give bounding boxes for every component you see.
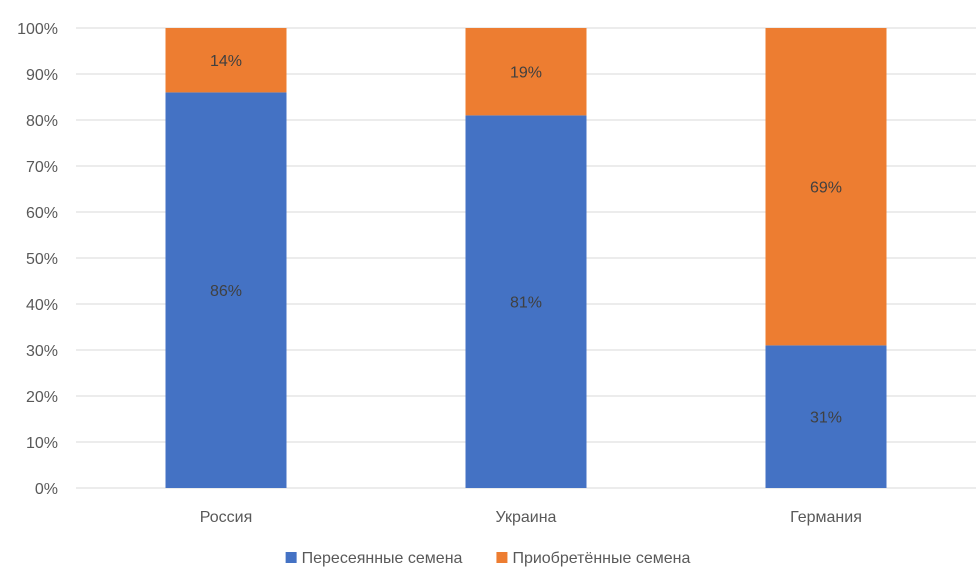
y-tick-label: 50% xyxy=(26,251,58,268)
bar-segment xyxy=(465,115,587,489)
bar-segment xyxy=(465,28,587,116)
legend-swatch xyxy=(285,552,297,563)
bar-segment xyxy=(165,92,287,489)
bar-segment xyxy=(765,345,887,488)
bar-segment xyxy=(165,28,287,93)
y-tick-label: 70% xyxy=(26,159,58,176)
y-tick-label: 60% xyxy=(26,205,58,222)
legend-swatch xyxy=(496,552,508,563)
legend-item: Пересеянные семена xyxy=(285,550,463,567)
y-tick-label: 10% xyxy=(26,435,58,452)
bars xyxy=(165,28,887,489)
legend-item: Приобретённые семена xyxy=(496,550,690,567)
x-axis-categories: Россия Украина Германия xyxy=(200,509,862,526)
data-label: 69% xyxy=(810,180,842,197)
y-tick-label: 40% xyxy=(26,297,58,314)
x-category-label: Украина xyxy=(496,509,557,526)
y-axis-ticks: 0% 10% 20% 30% 40% 50% 60% 70% 80% 90% 100% xyxy=(17,21,58,498)
y-tick-label: 0% xyxy=(35,481,58,498)
y-tick-label: 90% xyxy=(26,67,58,84)
data-label: 31% xyxy=(810,410,842,427)
y-tick-label: 80% xyxy=(26,113,58,130)
data-label: 81% xyxy=(510,295,542,312)
data-label: 86% xyxy=(210,283,242,300)
x-category-label: Россия xyxy=(200,509,252,526)
x-category-label: Германия xyxy=(790,509,862,526)
legend-label: Приобретённые семена xyxy=(512,550,690,567)
bar-segment xyxy=(765,28,887,346)
y-tick-label: 100% xyxy=(17,21,58,38)
y-tick-label: 20% xyxy=(26,389,58,406)
legend: Пересеянные семена Приобретённые семена xyxy=(285,550,690,567)
data-label: 19% xyxy=(510,65,542,82)
data-label: 14% xyxy=(210,53,242,70)
y-tick-label: 30% xyxy=(26,343,58,360)
legend-label: Пересеянные семена xyxy=(302,550,463,567)
data-labels: 86% 14% 81% 19% 31% 69% xyxy=(210,53,842,427)
